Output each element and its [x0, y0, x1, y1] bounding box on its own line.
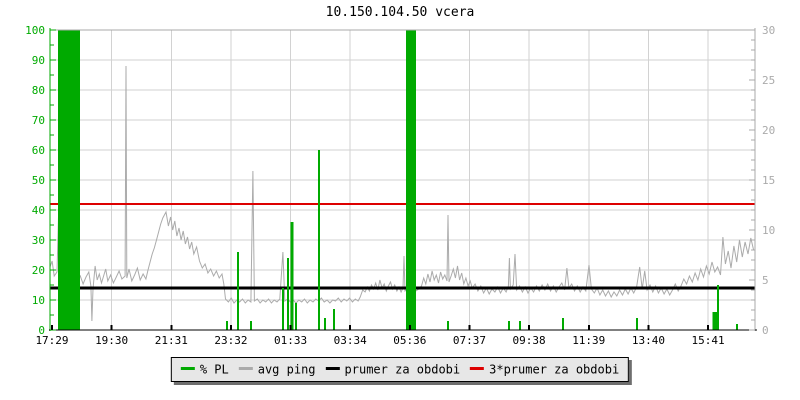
- legend: % PL avg ping prumer za obdobi 3*prumer za …: [170, 357, 630, 382]
- packet-loss-bar: [290, 222, 294, 330]
- legend-swatch-icon: [325, 367, 340, 370]
- x-tick-label: 13:40: [632, 334, 665, 347]
- y-left-tick-label: 40: [32, 204, 45, 217]
- y-right-tick-label: 25: [762, 74, 775, 87]
- packet-loss-bar: [636, 318, 638, 330]
- y-left-tick-label: 30: [32, 234, 45, 247]
- chart-title: 10.150.104.50 vcera: [325, 5, 475, 20]
- legend-label: 3*prumer za obdobi: [489, 362, 620, 377]
- legend-label: % PL: [199, 362, 229, 377]
- x-tick-label: 07:37: [453, 334, 486, 347]
- y-left-tick-label: 10: [32, 294, 45, 307]
- packet-loss-bar: [324, 318, 326, 330]
- y-left-tick-label: 20: [32, 264, 45, 277]
- y-right-tick-label: 0: [762, 324, 769, 337]
- y-left-tick-label: 90: [32, 54, 45, 67]
- legend-swatch-icon: [180, 367, 195, 370]
- packet-loss-bar: [58, 30, 80, 330]
- legend-item: % PL: [180, 361, 229, 378]
- y-left-tick-label: 50: [32, 174, 45, 187]
- y-right-tick-label: 15: [762, 174, 775, 187]
- y-right-tick-label: 20: [762, 124, 775, 137]
- y-left-tick-label: 60: [32, 144, 45, 157]
- packet-loss-bar: [237, 252, 239, 330]
- y-left-tick-label: 80: [32, 84, 45, 97]
- legend-swatch-icon: [238, 367, 253, 370]
- x-tick-label: 03:34: [334, 334, 367, 347]
- packet-loss-bar: [287, 258, 289, 330]
- x-tick-label: 05:36: [393, 334, 426, 347]
- packet-loss-bar: [717, 285, 719, 330]
- x-tick-label: 11:39: [572, 334, 605, 347]
- x-tick-label: 23:32: [214, 334, 247, 347]
- legend-item: 3*prumer za obdobi: [470, 361, 619, 378]
- packet-loss-bar: [226, 321, 228, 330]
- legend-item: avg ping: [238, 361, 316, 378]
- packet-loss-bar: [519, 321, 521, 330]
- packet-loss-bar: [736, 324, 738, 330]
- packet-loss-bar: [508, 321, 510, 330]
- packet-loss-bar: [318, 150, 320, 330]
- x-tick-label: 01:33: [274, 334, 307, 347]
- x-tick-label: 17:29: [35, 334, 68, 347]
- packet-loss-bar: [447, 321, 449, 330]
- legend-item: prumer za obdobi: [325, 361, 461, 378]
- y-right-tick-label: 5: [762, 274, 769, 287]
- packet-loss-bar: [562, 318, 564, 330]
- legend-label: avg ping: [257, 362, 316, 377]
- y-left-tick-label: 70: [32, 114, 45, 127]
- x-tick-label: 19:30: [95, 334, 128, 347]
- y-left-tick-label: 100: [25, 24, 45, 37]
- packet-loss-bar: [282, 288, 284, 330]
- avg-ping-line: [49, 65, 755, 322]
- packet-loss-bar: [250, 321, 252, 330]
- y-right-tick-label: 10: [762, 224, 775, 237]
- x-tick-label: 15:41: [691, 334, 724, 347]
- legend-label: prumer za obdobi: [344, 362, 461, 377]
- x-tick-label: 21:31: [155, 334, 188, 347]
- packet-loss-bar: [406, 30, 416, 330]
- y-left-tick-label: 0: [38, 324, 45, 337]
- x-tick-label: 09:38: [513, 334, 546, 347]
- packet-loss-bar: [295, 303, 297, 330]
- packet-loss-bar: [333, 309, 335, 330]
- legend-swatch-icon: [470, 367, 485, 370]
- y-right-tick-label: 30: [762, 24, 775, 37]
- packet-loss-bar: [712, 312, 718, 330]
